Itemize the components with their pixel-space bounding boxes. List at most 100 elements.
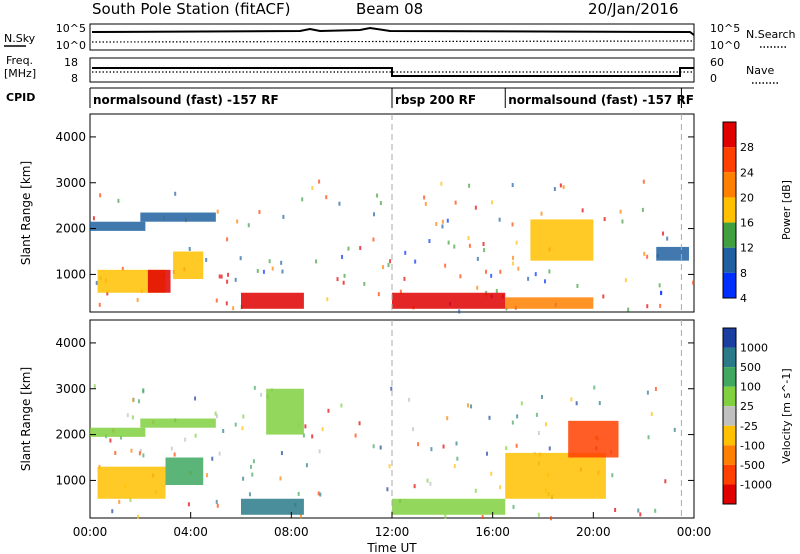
nsearch-tick-top: 10^5: [710, 22, 740, 35]
scatter-speck: [559, 183, 562, 188]
scatter-speck: [236, 219, 239, 224]
scatter-speck: [549, 516, 552, 521]
scatter-speck: [593, 385, 596, 390]
scatter-speck: [553, 187, 556, 192]
scatter-speck: [646, 254, 649, 259]
scatter-speck: [537, 512, 540, 517]
freq-label-2: [MHz]: [4, 67, 36, 80]
scatter-speck: [299, 514, 302, 519]
scatter-speck: [455, 441, 458, 446]
colorbar-tick-label: 4: [740, 292, 747, 305]
time-axis: 00:00 04:00 08:00 12:00 16:00 20:00 00:00: [73, 512, 711, 539]
cpid-segment-label: normalsound (fast) -157 RF: [93, 93, 279, 107]
scatter-speck: [643, 251, 646, 256]
colorbar-swatch: [723, 445, 736, 465]
scatter-speck: [441, 219, 444, 224]
scatter-speck: [281, 269, 284, 274]
scatter-speck: [641, 207, 644, 212]
scatter-speck: [214, 411, 217, 416]
scatter-speck: [491, 200, 494, 205]
velocity-panel: 1000 2000 3000 4000 Slant Range [km] 1000 500 1…: [19, 319, 793, 521]
data-region: [241, 292, 304, 309]
colorbar-tick-label: 12: [740, 242, 754, 255]
colorbar-tick-label: 24: [740, 166, 754, 179]
scatter-speck: [476, 256, 479, 261]
scatter-speck: [621, 219, 624, 224]
scatter-speck: [226, 279, 229, 284]
scatter-speck: [454, 200, 457, 205]
y-tick-label: 4000: [55, 336, 86, 350]
scatter-speck: [326, 297, 329, 302]
colorbar-frame: [722, 327, 737, 505]
colorbar-frame: [722, 121, 737, 299]
freq-tick-top: 18: [64, 56, 78, 69]
colorbar-tick-label: 25: [740, 400, 754, 413]
scatter-speck: [527, 276, 530, 281]
scatter-speck: [468, 183, 471, 188]
scatter-speck: [442, 444, 445, 449]
scatter-speck: [474, 488, 477, 493]
data-region: [266, 388, 304, 435]
scatter-speck: [413, 484, 416, 489]
scatter-speck: [483, 248, 486, 253]
scatter-speck: [382, 265, 385, 270]
scatter-speck: [377, 292, 380, 297]
power-panel: 1000 2000 3000 4000 Slant Range [km] 28 24 20 16…: [19, 113, 793, 314]
scatter-speck: [215, 499, 218, 504]
scatter-speck: [562, 185, 565, 190]
data-region: [530, 219, 594, 261]
scatter-speck: [220, 274, 223, 279]
scatter-speck: [468, 243, 471, 248]
scatter-speck: [456, 456, 459, 461]
scatter-speck: [490, 273, 493, 278]
nsky-tick-top: 10^5: [56, 22, 86, 35]
scatter-speck: [515, 443, 518, 448]
scatter-speck: [358, 421, 361, 426]
data-region: [97, 466, 166, 499]
scatter-speck: [516, 414, 519, 419]
scatter-speck: [389, 259, 392, 264]
colorbar-tick-label: -500: [740, 459, 765, 472]
scatter-speck: [372, 444, 375, 449]
scatter-speck: [548, 269, 551, 274]
scatter-speck: [109, 438, 112, 443]
data-region: [505, 297, 594, 309]
scatter-speck: [117, 198, 120, 203]
scatter-speck: [138, 451, 141, 456]
scatter-speck: [142, 453, 145, 458]
scatter-speck: [340, 403, 343, 408]
nsky-tick-bottom: 10^0: [56, 39, 86, 52]
scatter-speck: [466, 403, 469, 408]
scatter-speck: [417, 442, 420, 447]
colorbar-swatch: [723, 272, 736, 298]
scatter-speck: [325, 195, 328, 200]
scatter-speck: [280, 260, 283, 265]
scatter-speck: [482, 241, 485, 246]
scatter-speck: [488, 415, 491, 420]
scatter-speck: [444, 514, 447, 519]
time-axis-label: Time UT: [366, 541, 417, 554]
scatter-speck: [187, 502, 190, 507]
scatter-speck: [139, 448, 142, 453]
data-region: [140, 418, 216, 428]
scatter-speck: [642, 179, 645, 184]
scatter-speck: [666, 236, 669, 241]
date-label: 20/Jan/2016: [588, 0, 679, 18]
scatter-speck: [575, 401, 578, 406]
scatter-speck: [490, 471, 493, 476]
scatter-speck: [499, 485, 502, 490]
colorbar-tick-label: 100: [740, 381, 761, 394]
scatter-speck: [646, 304, 649, 309]
scatter-speck: [412, 427, 415, 432]
scatter-speck: [271, 266, 274, 271]
scatter-speck: [423, 195, 426, 200]
scatter-speck: [258, 210, 261, 215]
scatter-speck: [512, 261, 515, 266]
scatter-speck: [373, 212, 376, 217]
scatter-speck: [205, 473, 208, 478]
data-region: [505, 452, 606, 499]
scatter-speck: [248, 492, 251, 497]
scatter-speck: [399, 289, 402, 294]
scatter-speck: [379, 445, 382, 450]
x-tick-label: 00:00: [73, 525, 108, 539]
